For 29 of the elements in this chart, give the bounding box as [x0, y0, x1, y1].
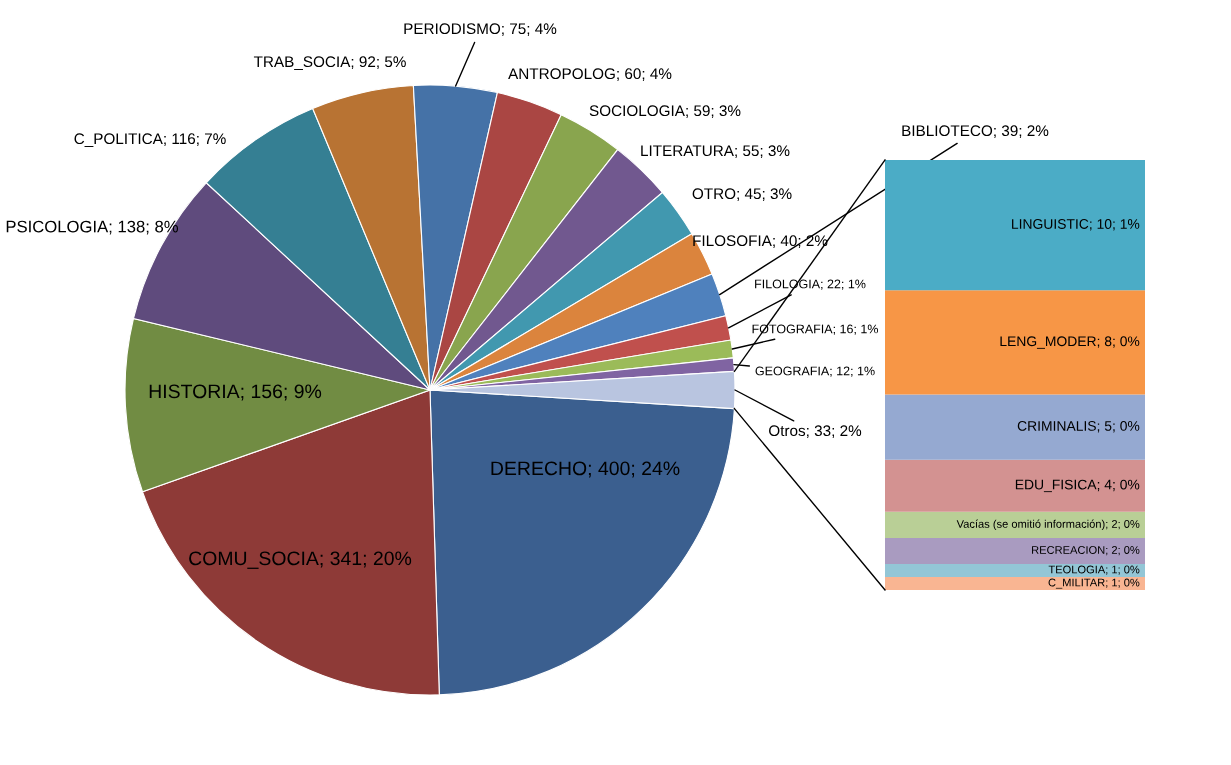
- slice-label: Otros; 33; 2%: [769, 425, 862, 438]
- slice-label: DERECHO; 400; 24%: [491, 461, 680, 478]
- data-label: CRIMINALIS; 5; 0%: [1017, 421, 1140, 433]
- slice-label: BIBLIOTECO; 39; 2%: [902, 125, 1049, 138]
- bar: [885, 290, 1145, 395]
- data-label: Vacías (se omitió información); 2; 0%: [956, 519, 1140, 531]
- slice-label: SOCIOLOGIA; 59; 3%: [589, 105, 741, 118]
- bar: [885, 563, 1145, 577]
- bar: [885, 459, 1145, 512]
- bar: [885, 511, 1145, 538]
- data-label: LENG_MODER; 8; 0%: [1000, 336, 1140, 349]
- bar: [885, 160, 1145, 291]
- data-label: LINGUISTIC; 10; 1%: [1012, 219, 1140, 231]
- slice-label: C_POLITICA; 116; 7%: [74, 133, 226, 147]
- slice-label: PERIODISMO; 75; 4%: [404, 23, 557, 36]
- slice-label: GEOGRAFIA; 12; 1%: [755, 366, 875, 377]
- slice-label: COMU_SOCIA; 341; 20%: [189, 551, 412, 569]
- slice-label: ANTROPOLOG; 60; 4%: [508, 68, 672, 81]
- bar: [885, 394, 1145, 460]
- bar: [885, 576, 1145, 590]
- data-label: TEOLOGIA; 1; 0%: [1048, 565, 1140, 575]
- data-label: EDU_FISICA; 4; 0%: [1015, 479, 1140, 493]
- bar: [885, 537, 1145, 564]
- slice-label: LITERATURA; 55; 3%: [641, 145, 790, 158]
- data-label: C_MILITAR; 1; 0%: [1048, 578, 1140, 589]
- slice-label: HISTORIA; 156; 9%: [149, 384, 322, 401]
- slice-label: TRAB_SOCIA; 92; 5%: [253, 56, 406, 70]
- slice-label: OTRO; 45; 3%: [692, 188, 792, 201]
- data-label: RECREACION; 2; 0%: [1032, 546, 1140, 556]
